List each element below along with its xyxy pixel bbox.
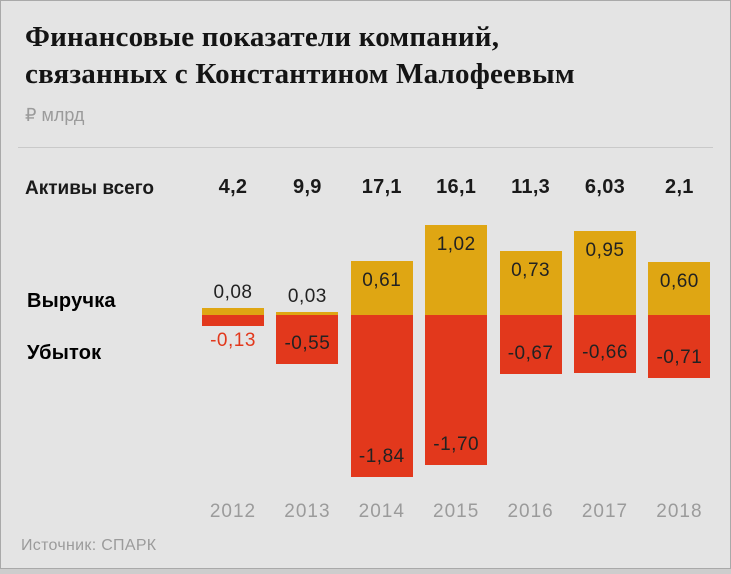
bar-loss [499,315,562,374]
assets-total-value: 9,9 [293,176,322,198]
chart-title-line1: Финансовые показатели компаний, [25,21,500,53]
bar-value-label-loss: -1,84 [358,446,405,467]
bar-value-label-loss: -0,71 [656,347,703,368]
bar-revenue [202,308,264,315]
bar-revenue [499,251,562,315]
source-caption: Источник: СПАРК [21,537,157,554]
bar-loss [648,315,711,378]
bar-value-label-loss: -1,70 [433,434,480,455]
legend-revenue-label: Выручка [27,290,116,312]
year-label: 2017 [581,501,629,522]
chart-title: Финансовые показатели компаний, связанны… [25,19,715,93]
year-label: 2013 [284,501,331,522]
bar-value-label-loss: -0,55 [284,333,331,354]
bar-revenue [350,261,413,315]
year-label: 2015 [433,501,480,522]
bar-value-label-revenue: 0,03 [287,286,327,307]
bar-value-label-revenue: 0,95 [585,240,625,261]
bar-revenue [425,225,488,315]
bar-loss [350,315,413,477]
assets-total-value: 17,1 [361,176,402,198]
assets-total-label: Активы всего [25,178,155,199]
assets-total-value: 4,2 [218,176,248,198]
assets-total-value: 2,1 [665,176,694,198]
bar-revenue [276,312,339,315]
assets-total-value: 11,3 [511,176,551,198]
bar-value-label-revenue: 0,60 [659,271,699,292]
assets-total-value: 6,03 [584,176,626,198]
year-label: 2018 [656,501,703,522]
bar-loss [276,315,339,364]
chart-title-line2: связанных с Константином Малофеевым [25,58,575,90]
bar-value-label-loss: -0,13 [210,330,256,351]
bar-loss [574,315,636,373]
bar-loss [425,315,488,465]
legend-loss-label: Убыток [27,342,102,364]
bar-revenue [648,262,711,315]
bar-value-label-revenue: 0,73 [511,260,551,281]
assets-total-value: 16,1 [436,176,477,198]
bar-loss [202,315,264,326]
bar-value-label-revenue: 0,08 [213,282,253,303]
year-label: 2012 [209,501,257,522]
bar-revenue [574,231,636,315]
bar-value-label-revenue: 1,02 [436,234,476,255]
bar-value-label-loss: -0,66 [582,342,628,363]
bar-value-label-revenue: 0,61 [362,270,402,291]
year-label: 2014 [358,501,405,522]
unit-label: ₽ млрд [25,105,85,125]
year-label: 2016 [507,501,554,522]
bar-value-label-loss: -0,67 [507,343,554,364]
header-divider [18,147,713,148]
